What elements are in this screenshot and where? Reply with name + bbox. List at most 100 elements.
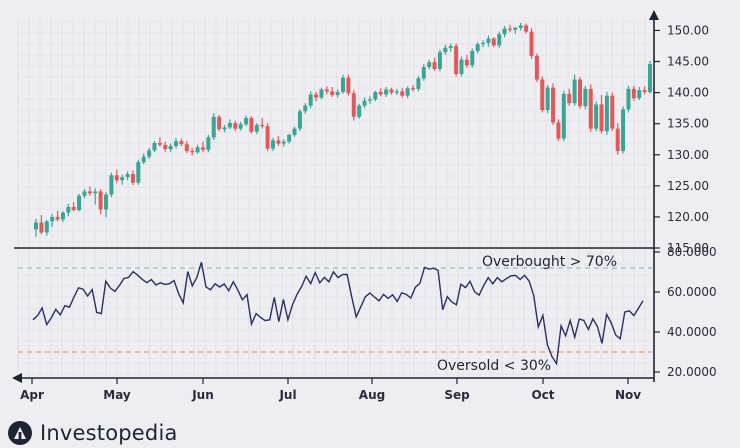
month-tick-label: Sep (444, 388, 470, 402)
candle-body (470, 50, 475, 66)
candle-body (448, 45, 453, 48)
candle-body (244, 118, 249, 125)
candle-body (362, 100, 367, 106)
month-tick-label: May (103, 388, 131, 402)
candle-body (491, 38, 496, 46)
candle-body (136, 162, 141, 183)
candle-body (567, 93, 572, 104)
candle-body (481, 42, 486, 45)
candle-body (459, 59, 464, 74)
candle-body (77, 195, 82, 211)
candle-body (270, 140, 275, 149)
candle-body (486, 38, 491, 43)
candle-body (416, 78, 421, 89)
candle-body (502, 28, 507, 35)
candle-body (87, 191, 92, 194)
rsi-tick-label: 60.0000 (667, 285, 717, 299)
candle-body (222, 127, 227, 130)
candle-body (626, 88, 631, 110)
candle-body (631, 88, 636, 99)
overbought-annotation: Overbought > 70% (482, 254, 617, 270)
price-tick-label: 145.00 (667, 55, 709, 69)
candle-body (454, 45, 459, 74)
candle-body (507, 28, 512, 30)
candle-body (572, 79, 577, 104)
candle-body (60, 212, 65, 220)
candle-body (400, 91, 405, 96)
candle-body (621, 109, 626, 152)
candle-body (98, 191, 103, 210)
price-tick-label: 150.00 (667, 23, 709, 37)
candle-body (373, 91, 378, 100)
candle-body (174, 141, 179, 147)
candle-body (297, 111, 302, 129)
candle-body (217, 116, 222, 130)
candle-body (604, 95, 609, 132)
candle-body (389, 89, 394, 93)
candle-body (319, 89, 324, 98)
candle-body (34, 222, 38, 230)
oversold-annotation: Oversold < 30% (437, 358, 551, 374)
candle-body (308, 94, 313, 106)
candle-body (157, 142, 162, 145)
candle-body (114, 175, 119, 181)
candle-body (233, 123, 238, 129)
candle-body (346, 77, 351, 94)
candle-body (545, 87, 550, 110)
rsi-tick-label: 80.0000 (667, 245, 717, 259)
candle-body (195, 147, 200, 153)
candle-body (540, 79, 545, 110)
candle-body (82, 191, 87, 196)
candle-body (351, 93, 356, 117)
x-axis-arrow-icon (12, 373, 22, 383)
candle-body (260, 124, 265, 127)
candle-body (303, 105, 308, 112)
candle-body (561, 93, 566, 139)
candle-body (551, 87, 556, 123)
candle-body (341, 77, 345, 92)
candle-body (405, 88, 410, 96)
price-tick-label: 130.00 (667, 148, 709, 162)
candle-body (168, 146, 173, 150)
month-tick-label: Oct (531, 388, 554, 402)
candle-body (437, 52, 442, 69)
candle-body (211, 116, 216, 138)
candle-body (39, 222, 44, 233)
y-axis-arrow-icon (649, 10, 659, 20)
candle-body (421, 67, 426, 79)
axes (12, 10, 659, 383)
candle-body (367, 99, 372, 101)
candle-body (330, 91, 335, 96)
candle-body (475, 44, 480, 51)
candle-body (378, 91, 383, 95)
candle-body (432, 62, 437, 69)
candle-body (529, 31, 534, 56)
candle-body (147, 150, 152, 157)
candle-body (534, 55, 539, 80)
candle-body (324, 89, 329, 92)
candle-body (93, 191, 98, 194)
candle-body (179, 141, 184, 145)
tick-labels: 115.00 120.00 125.00 130.00 135.00 140.00 145.… (20, 23, 717, 402)
candle-body (394, 91, 399, 93)
candle-body (44, 221, 49, 233)
candle-body (130, 174, 135, 183)
candle-body (583, 88, 588, 107)
candle-body (588, 88, 593, 129)
investopedia-logo-icon (8, 421, 32, 445)
brand-name: Investopedia (40, 421, 178, 445)
candle-body (599, 104, 604, 132)
price-tick-label: 115.00 (667, 241, 709, 255)
candle-body (357, 105, 362, 117)
candle-body (249, 118, 254, 132)
price-tick-label: 120.00 (667, 210, 709, 224)
candle-body (206, 137, 211, 150)
candle-body (109, 175, 114, 195)
candle-body (141, 156, 146, 163)
candle-body (281, 141, 286, 144)
candlestick-series (34, 22, 652, 237)
month-tick-label: Aug (359, 388, 385, 402)
price-tick-label: 140.00 (667, 86, 709, 100)
candle-body (152, 142, 157, 151)
candle-body (637, 90, 642, 99)
